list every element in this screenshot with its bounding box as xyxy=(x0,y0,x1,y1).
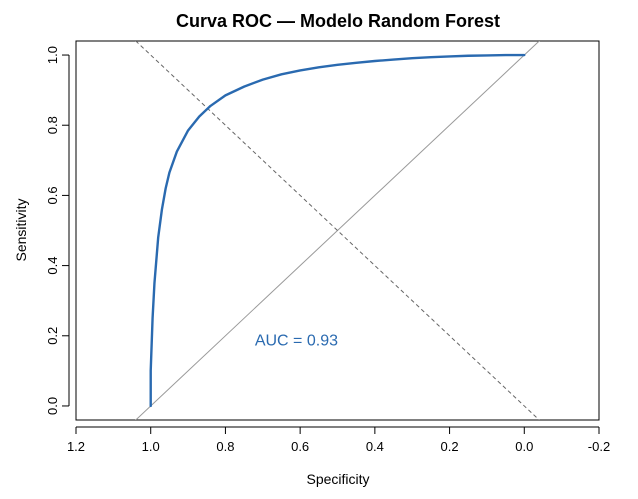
auc-annotation: AUC = 0.93 xyxy=(255,332,338,349)
x-axis-label: Specificity xyxy=(306,471,369,487)
x-tick-label: 0.8 xyxy=(216,439,234,454)
chart-title: Curva ROC — Modelo Random Forest xyxy=(176,11,500,31)
x-tick-label: 0.4 xyxy=(366,439,384,454)
y-tick-label: 0.6 xyxy=(45,186,60,204)
y-tick-label: 0.8 xyxy=(45,116,60,134)
y-tick-label: 1.0 xyxy=(45,46,60,64)
x-tick-label: 1.0 xyxy=(142,439,160,454)
plot-border xyxy=(75,40,600,421)
y-tick-label: 0.0 xyxy=(45,397,60,415)
x-tick-label: 0.0 xyxy=(515,439,533,454)
x-tick-label: 1.2 xyxy=(67,439,85,454)
y-tick-label: 0.4 xyxy=(45,257,60,275)
roc-curve-line xyxy=(149,53,526,408)
plot-layer: 1.2 1.0 0.8 0.6 0.4 0.2 0.0 -0.2 0.0 0.2 0.4 0.6 0.8… xyxy=(45,40,610,454)
x-tick-label: 0.2 xyxy=(441,439,459,454)
y-tick-label: 0.2 xyxy=(45,327,60,345)
dashed-reference-line xyxy=(135,41,540,420)
x-tick-label: 0.6 xyxy=(291,439,309,454)
y-axis-label: Sensitivity xyxy=(13,198,29,261)
diagonal-reference-line xyxy=(135,41,540,420)
x-tick-label: -0.2 xyxy=(588,439,610,454)
